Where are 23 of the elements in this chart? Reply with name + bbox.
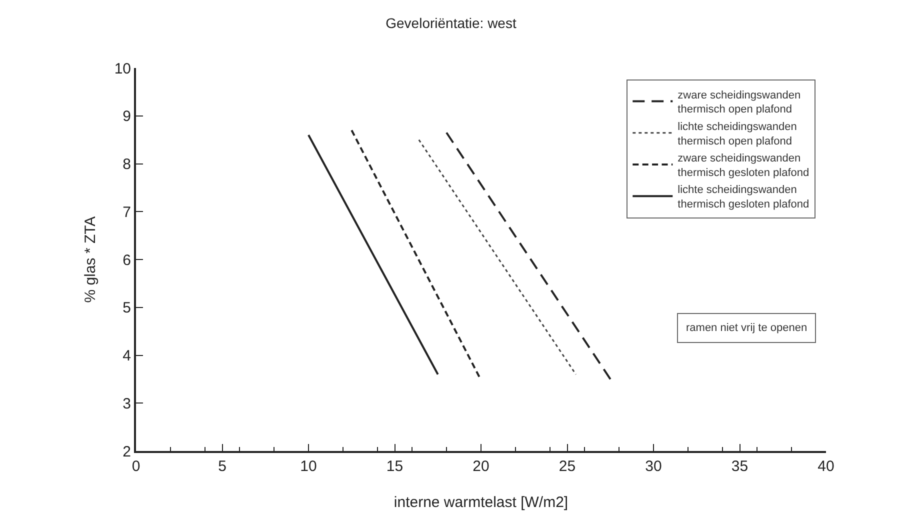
y-tick-label: 2 <box>122 443 131 460</box>
y-tick-label: 4 <box>122 348 131 364</box>
x-tick-label: 25 <box>558 458 576 475</box>
y-tick-label: 7 <box>122 204 131 221</box>
legend-label: lichte scheidingswanden thermisch gesloten plafond <box>678 184 810 211</box>
x-tick-label: 15 <box>386 458 404 475</box>
y-tick-label: 6 <box>122 252 131 269</box>
chart-title: Geveloriëntatie: west <box>386 14 516 31</box>
x-tick-label: 10 <box>300 458 317 475</box>
x-tick-label: 5 <box>218 458 226 475</box>
y-tick-label: 10 <box>114 60 131 78</box>
x-tick-label: 0 <box>132 458 140 475</box>
y-tick-label: 5 <box>122 300 131 317</box>
x-tick-label: 30 <box>645 458 662 475</box>
x-axis-title: interne warmtelast [W/m2] <box>394 494 568 511</box>
y-tick-label: 8 <box>122 156 131 173</box>
y-tick-label: 9 <box>122 108 131 126</box>
y-tick-label: 3 <box>122 395 131 412</box>
x-tick-label: 40 <box>818 458 834 475</box>
x-tick-label: 35 <box>731 458 748 475</box>
annotation: ramen niet vrij te openen <box>686 322 808 334</box>
y-axis-title: % glas * ZTA <box>82 216 99 303</box>
x-tick-label: 20 <box>472 458 490 475</box>
